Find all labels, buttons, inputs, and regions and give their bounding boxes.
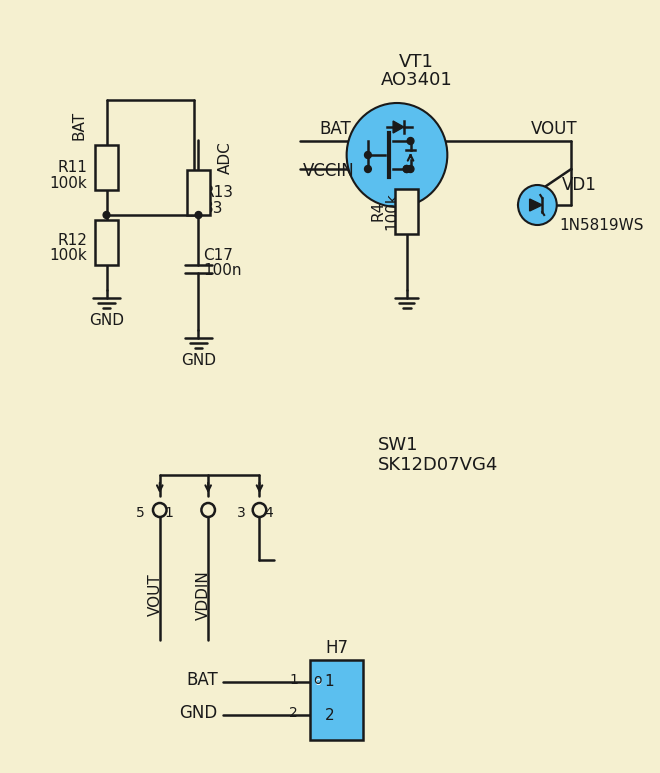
Text: R4: R4 xyxy=(370,201,385,221)
Text: VOUT: VOUT xyxy=(531,120,578,138)
Text: 4: 4 xyxy=(265,506,273,520)
Text: BAT: BAT xyxy=(319,120,351,138)
Text: 100k: 100k xyxy=(384,192,399,230)
Text: 3: 3 xyxy=(237,506,246,520)
Polygon shape xyxy=(393,121,404,133)
Bar xyxy=(310,660,363,740)
Text: SW1: SW1 xyxy=(378,436,418,454)
Text: 100k: 100k xyxy=(50,175,87,190)
Text: R13: R13 xyxy=(203,185,234,199)
Text: o: o xyxy=(314,677,321,687)
Text: 1: 1 xyxy=(164,506,174,520)
Text: 1: 1 xyxy=(325,675,334,690)
Bar xyxy=(395,189,418,234)
Text: BAT: BAT xyxy=(72,111,87,140)
Bar xyxy=(95,145,118,190)
Text: H7: H7 xyxy=(325,639,348,657)
Circle shape xyxy=(364,152,372,158)
Polygon shape xyxy=(529,199,543,211)
Circle shape xyxy=(518,185,557,225)
Circle shape xyxy=(403,165,410,172)
Text: ADC: ADC xyxy=(218,141,233,175)
Circle shape xyxy=(364,165,372,172)
Text: 1: 1 xyxy=(289,673,298,687)
Text: o: o xyxy=(314,673,322,687)
Circle shape xyxy=(103,212,110,219)
Text: GND: GND xyxy=(181,352,216,367)
Circle shape xyxy=(346,103,447,207)
Text: 33: 33 xyxy=(203,200,223,216)
Text: VCCIN: VCCIN xyxy=(303,162,355,180)
Text: 100k: 100k xyxy=(50,247,87,263)
Text: 2: 2 xyxy=(203,506,212,520)
Text: SK12D07VG4: SK12D07VG4 xyxy=(378,456,498,474)
Text: VDDIN: VDDIN xyxy=(196,570,211,620)
Text: GND: GND xyxy=(89,312,124,328)
Circle shape xyxy=(153,503,166,517)
Circle shape xyxy=(403,165,410,172)
Text: 1N5819WS: 1N5819WS xyxy=(560,217,644,233)
Bar xyxy=(95,220,118,265)
Text: R12: R12 xyxy=(57,233,87,247)
Circle shape xyxy=(201,503,215,517)
Text: 2: 2 xyxy=(290,706,298,720)
Circle shape xyxy=(407,138,414,145)
Text: BAT: BAT xyxy=(186,671,218,689)
Text: 2: 2 xyxy=(325,707,334,723)
Text: 100n: 100n xyxy=(203,263,242,278)
Text: GND: GND xyxy=(180,704,218,722)
Text: 5: 5 xyxy=(135,506,145,520)
Text: AO3401: AO3401 xyxy=(380,71,452,89)
Circle shape xyxy=(195,212,202,219)
Text: C17: C17 xyxy=(203,247,233,263)
Text: R11: R11 xyxy=(57,159,87,175)
Text: VOUT: VOUT xyxy=(147,574,162,616)
Text: VD1: VD1 xyxy=(562,176,597,194)
Circle shape xyxy=(253,503,266,517)
Circle shape xyxy=(407,165,414,172)
Text: VT1: VT1 xyxy=(399,53,434,71)
Bar xyxy=(187,170,210,215)
